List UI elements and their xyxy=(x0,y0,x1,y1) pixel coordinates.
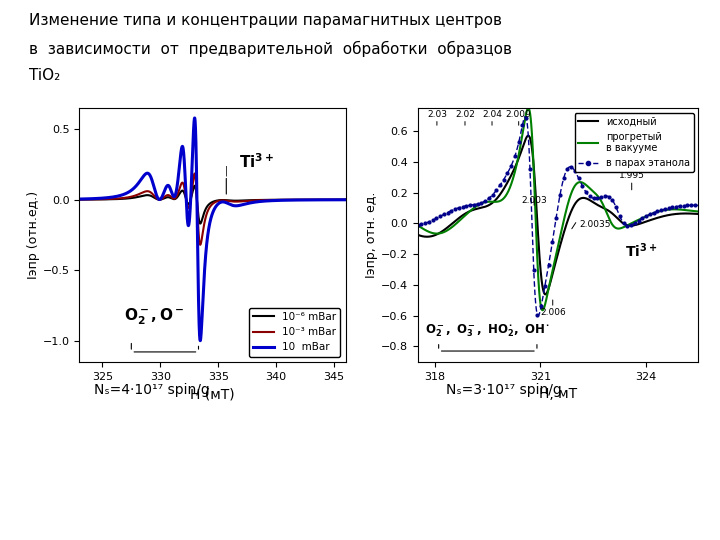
Text: $\mathbf{Ti^{3+}}$: $\mathbf{Ti^{3+}}$ xyxy=(239,153,274,172)
Text: Изменение типа и концентрации парамагнитных центров: Изменение типа и концентрации парамагнит… xyxy=(29,14,502,29)
Text: 2.0035: 2.0035 xyxy=(579,220,611,230)
Text: Nₛ=4·10¹⁷ spin/g: Nₛ=4·10¹⁷ spin/g xyxy=(94,383,210,397)
Legend: исходный, прогретый
в вакууме, в парах этанола: исходный, прогретый в вакууме, в парах э… xyxy=(575,113,693,172)
Y-axis label: Iэпр, отн. ед.: Iэпр, отн. ед. xyxy=(365,192,378,278)
Text: 2.03: 2.03 xyxy=(427,110,447,119)
Text: Nₛ=3·10¹⁷ spin/g: Nₛ=3·10¹⁷ spin/g xyxy=(446,383,562,397)
Legend: 10⁻⁶ mBar, 10⁻³ mBar, 10  mBar: 10⁻⁶ mBar, 10⁻³ mBar, 10 mBar xyxy=(249,308,341,356)
Text: TiO₂: TiO₂ xyxy=(29,68,60,83)
Text: 2.009: 2.009 xyxy=(506,110,531,119)
X-axis label: H, мТ: H, мТ xyxy=(539,387,577,401)
Y-axis label: Iэпр (отн.ед.): Iэпр (отн.ед.) xyxy=(27,191,40,279)
X-axis label: H (мТ): H (мТ) xyxy=(190,387,235,401)
Text: 1.995: 1.995 xyxy=(618,171,644,180)
Text: 2.006: 2.006 xyxy=(540,308,566,317)
Text: $\mathbf{O_2^-}$$\mathbf{, O^-}$: $\mathbf{O_2^-}$$\mathbf{, O^-}$ xyxy=(125,306,185,327)
Text: $\mathbf{Ti^{3+}}$: $\mathbf{Ti^{3+}}$ xyxy=(625,242,657,260)
Text: 2.003: 2.003 xyxy=(521,195,547,205)
Text: 2.04: 2.04 xyxy=(482,110,502,119)
Text: |: | xyxy=(225,165,228,176)
Text: $\mathbf{O_2^-}$$\mathbf{,\ O_3^-}$$\mathbf{,\ HO_2^\bullet}$$\mathbf{,\ OH^\bul: $\mathbf{O_2^-}$$\mathbf{,\ O_3^-}$$\mat… xyxy=(425,322,551,339)
Text: в  зависимости  от  предварительной  обработки  образцов: в зависимости от предварительной обработ… xyxy=(29,40,512,57)
Text: 2.02: 2.02 xyxy=(455,110,475,119)
